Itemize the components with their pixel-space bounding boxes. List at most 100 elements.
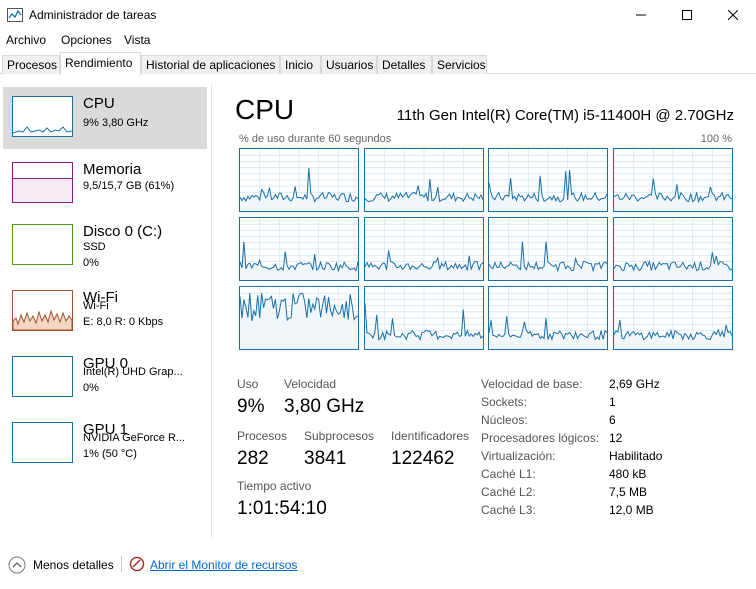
core-graph-5	[364, 217, 484, 281]
core-usage-area	[365, 179, 483, 211]
core-graph-4	[239, 217, 359, 281]
speed-label: Velocidad	[284, 377, 337, 391]
sidebar-item-detail: Wi-Fi	[83, 300, 109, 312]
sidebar-item-detail: NVIDIA GeForce R...	[83, 432, 186, 444]
threads-label: Subprocesos	[304, 429, 375, 443]
core-graph-8	[239, 286, 359, 350]
tab-details[interactable]: Detalles	[377, 55, 432, 74]
tab-performance[interactable]: Rendimiento	[60, 52, 141, 75]
tab-app-history[interactable]: Historial de aplicaciones	[141, 55, 280, 74]
core-graph-svg	[613, 149, 733, 211]
spec-value: 12,0 MB	[609, 503, 654, 517]
menu-view[interactable]: Vista	[124, 33, 151, 47]
sidebar-item-detail-2: E: 8,0 R: 0 Kbps	[83, 316, 164, 328]
sidebar-item-memory[interactable]: Memoria 9,5/15,7 GB (61%)	[3, 153, 207, 215]
core-graph-svg	[364, 218, 484, 280]
chevron-up-icon[interactable]	[8, 556, 26, 574]
spec-label: Caché L1:	[481, 467, 536, 481]
core-usage-area	[489, 241, 607, 280]
core-graph-svg	[613, 287, 733, 349]
resource-monitor-icon	[129, 556, 145, 572]
sidebar-item-detail: 9% 3,80 GHz	[83, 117, 149, 129]
less-details-button[interactable]: Menos detalles	[33, 558, 114, 572]
threads-value: 3841	[304, 448, 347, 469]
core-usage-area	[614, 178, 732, 211]
title-bar: Administrador de tareas	[0, 0, 756, 30]
tab-services[interactable]: Servicios	[432, 55, 487, 74]
core-usage-area	[365, 303, 483, 349]
sidebar-item-wifi[interactable]: Wi-Fi Wi-Fi E: 8,0 R: 0 Kbps	[3, 281, 207, 343]
gpu1-thumbnail	[12, 422, 73, 463]
sidebar-item-title: GPU 1	[83, 421, 129, 438]
sidebar-item-detail: 9,5/15,7 GB (61%)	[83, 180, 175, 192]
processes-value: 282	[237, 448, 269, 469]
tab-users[interactable]: Usuarios	[321, 55, 377, 74]
resource-list: CPU 9% 3,80 GHz Memoria 9,5/15,7 GB (61%…	[0, 84, 210, 524]
core-graph-9	[364, 286, 484, 350]
sidebar-item-detail-2: 1% (50 °C)	[83, 448, 137, 460]
minimize-button[interactable]	[618, 0, 664, 30]
spec-value: Habilitado	[609, 449, 663, 463]
core-usage-area	[489, 170, 607, 211]
core-usage-line	[364, 178, 484, 203]
handles-label: Identificadores	[391, 429, 470, 443]
maximize-icon	[682, 10, 692, 20]
spec-label: Sockets:	[481, 395, 528, 409]
footer-separator	[121, 556, 122, 572]
wifi-thumbnail-graph	[12, 309, 73, 331]
spec-label: Caché L3:	[481, 503, 536, 517]
menu-file[interactable]: Archivo	[6, 33, 47, 47]
sidebar-item-detail-2: 0%	[83, 382, 99, 394]
disk-thumbnail	[12, 224, 73, 265]
sidebar-item-gpu0[interactable]: GPU 0 Intel(R) UHD Grap... 0%	[3, 347, 207, 409]
menu-options[interactable]: Opciones	[61, 33, 112, 47]
sidebar-item-gpu1[interactable]: GPU 1 NVIDIA GeForce R... 1% (50 °C)	[3, 413, 207, 475]
core-graph-svg	[239, 287, 359, 349]
core-usage-line	[613, 319, 733, 341]
sidebar-item-disk[interactable]: Disco 0 (C:) SSD 0%	[3, 215, 207, 277]
close-button[interactable]	[710, 0, 756, 30]
task-manager-icon	[7, 8, 23, 22]
core-graph-1	[364, 148, 484, 212]
cpu-thumbnail-graph	[12, 126, 73, 134]
core-graph-svg	[364, 149, 484, 211]
sidebar-item-title: Memoria	[83, 161, 142, 178]
cpu-model-name: 11th Gen Intel(R) Core(TM) i5-11400H @ 2…	[396, 107, 734, 124]
tab-startup[interactable]: Inicio	[280, 55, 321, 74]
core-graph-11	[613, 286, 733, 350]
spec-label: Velocidad de base:	[481, 377, 583, 391]
core-usage-area	[489, 316, 607, 349]
sidebar-item-detail-2: 0%	[83, 257, 99, 269]
tab-processes[interactable]: Procesos	[2, 55, 60, 74]
sidebar-item-cpu[interactable]: CPU 9% 3,80 GHz	[3, 87, 207, 149]
sidebar-item-detail: Intel(R) UHD Grap...	[83, 366, 183, 378]
wifi-thumbnail	[12, 290, 73, 331]
sidebar-item-title: Wi-Fi	[83, 289, 118, 306]
utilization-max: 100 %	[700, 133, 732, 145]
memory-fill	[13, 178, 72, 202]
core-usage-line	[239, 241, 359, 273]
page-title: CPU	[235, 94, 295, 125]
core-graph-svg	[488, 149, 608, 211]
sidebar-item-detail: SSD	[83, 241, 106, 253]
gpu0-thumbnail	[12, 356, 73, 397]
core-graph-10	[488, 286, 608, 350]
core-graph-svg	[364, 287, 484, 349]
maximize-button[interactable]	[664, 0, 710, 30]
tab-bar: Procesos Rendimiento Historial de aplica…	[0, 52, 756, 75]
handles-value: 122462	[391, 448, 455, 469]
utilization-label: % de uso durante 60 segundos	[239, 133, 392, 145]
memory-thumbnail	[12, 162, 73, 203]
core-graph-2	[488, 148, 608, 212]
core-usage-line	[488, 241, 608, 273]
spec-label: Procesadores lógicos:	[481, 431, 600, 445]
core-usage-area	[240, 167, 358, 211]
spec-value: 480 kB	[609, 467, 647, 481]
spec-value: 6	[609, 413, 616, 427]
open-resource-monitor-link[interactable]: Abrir el Monitor de recursos	[150, 558, 298, 572]
core-usage-area	[240, 293, 358, 349]
minimize-icon	[636, 14, 646, 16]
core-graph-svg	[239, 149, 359, 211]
spec-label: Caché L2:	[481, 485, 536, 499]
core-usage-line	[364, 303, 484, 342]
